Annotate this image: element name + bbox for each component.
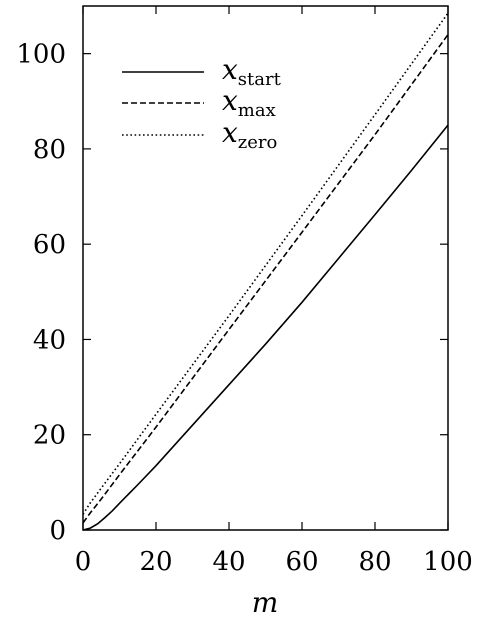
legend-var: x bbox=[222, 84, 238, 117]
y-tick-label: 40 bbox=[33, 325, 66, 355]
legend-subscript: start bbox=[238, 69, 282, 90]
legend-subscript: max bbox=[238, 100, 276, 121]
x-tick-label: 100 bbox=[423, 547, 473, 577]
series-lines bbox=[82, 12, 449, 531]
x-tick-label: 0 bbox=[75, 547, 92, 577]
series-line-start bbox=[82, 124, 449, 531]
legend-entry-start: xstart bbox=[222, 53, 282, 90]
tick-labels: 0 20 40 60 80 100 0 20 40 60 80 100 bbox=[16, 40, 472, 577]
y-tick-label: 0 bbox=[49, 516, 66, 546]
x-tick-label: 40 bbox=[212, 547, 245, 577]
x-tick-label: 20 bbox=[139, 547, 172, 577]
series-line-max bbox=[82, 34, 449, 524]
legend-entry-zero: xzero bbox=[222, 116, 277, 153]
legend-entry-max: xmax bbox=[222, 84, 276, 121]
legend-var: x bbox=[222, 53, 238, 86]
y-tick-label: 20 bbox=[33, 421, 66, 451]
x-axis-label: m bbox=[252, 586, 279, 619]
x-tick-label: 60 bbox=[285, 547, 318, 577]
y-tick-label: 80 bbox=[33, 135, 66, 165]
legend-subscript: zero bbox=[238, 132, 278, 153]
legend-var: x bbox=[222, 116, 238, 149]
plot-frame bbox=[82, 5, 449, 531]
y-tick-label: 100 bbox=[16, 40, 66, 70]
y-tick-label: 60 bbox=[33, 230, 66, 260]
x-tick-label: 80 bbox=[358, 547, 391, 577]
